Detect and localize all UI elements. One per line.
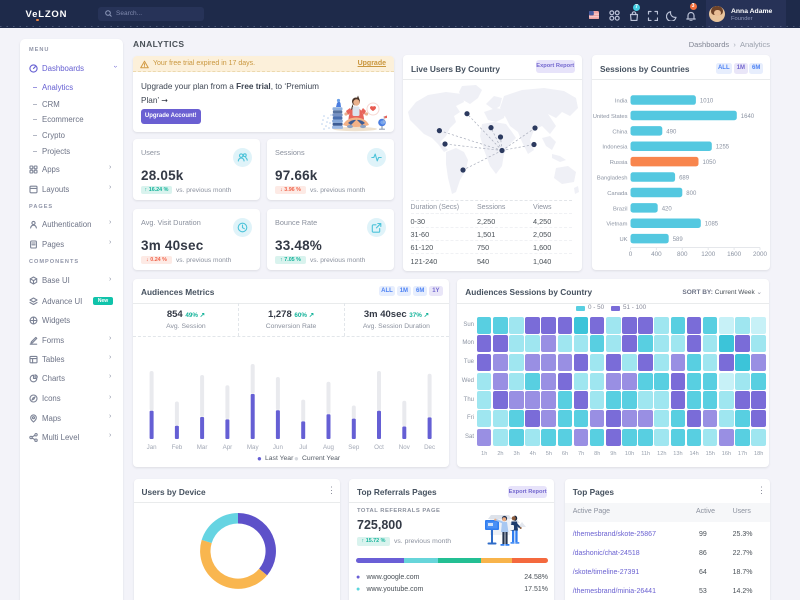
- svg-text:Nov: Nov: [399, 444, 411, 451]
- svg-text:Feb: Feb: [172, 444, 183, 451]
- svg-text:0: 0: [629, 251, 633, 258]
- svg-text:Vietnam: Vietnam: [606, 222, 627, 228]
- svg-text:United States: United States: [593, 114, 628, 120]
- svg-text:Apr: Apr: [223, 444, 233, 451]
- svg-text:2000: 2000: [753, 251, 768, 258]
- svg-text:Mar: Mar: [197, 444, 208, 451]
- svg-text:Canada: Canada: [607, 191, 628, 197]
- svg-text:Bangladesh: Bangladesh: [597, 176, 628, 182]
- svg-text:Aug: Aug: [323, 444, 335, 451]
- svg-text:420: 420: [662, 206, 673, 212]
- svg-text:1085: 1085: [705, 222, 719, 228]
- svg-text:1255: 1255: [716, 145, 730, 151]
- svg-text:Brazil: Brazil: [613, 206, 628, 212]
- svg-text:Jan: Jan: [147, 444, 158, 451]
- svg-text:UK: UK: [619, 237, 627, 243]
- svg-text:India: India: [615, 99, 628, 105]
- svg-text:800: 800: [686, 191, 697, 197]
- svg-text:Jun: Jun: [273, 444, 284, 451]
- svg-text:May: May: [247, 444, 260, 451]
- svg-text:800: 800: [677, 251, 688, 258]
- svg-text:1050: 1050: [703, 160, 717, 166]
- svg-text:1640: 1640: [741, 114, 755, 120]
- svg-text:Oct: Oct: [374, 444, 384, 451]
- svg-text:Russia: Russia: [610, 160, 628, 166]
- svg-text:Dec: Dec: [424, 444, 435, 451]
- svg-text:589: 589: [673, 237, 684, 243]
- svg-text:Indonesia: Indonesia: [602, 145, 628, 151]
- svg-text:Sep: Sep: [348, 444, 360, 451]
- svg-text:Jul: Jul: [299, 444, 307, 451]
- svg-text:400: 400: [651, 251, 662, 258]
- svg-text:China: China: [612, 129, 628, 135]
- svg-text:1200: 1200: [701, 251, 716, 258]
- svg-text:490: 490: [666, 129, 677, 135]
- svg-text:689: 689: [679, 176, 690, 182]
- svg-text:1010: 1010: [700, 99, 714, 105]
- svg-text:1600: 1600: [727, 251, 742, 258]
